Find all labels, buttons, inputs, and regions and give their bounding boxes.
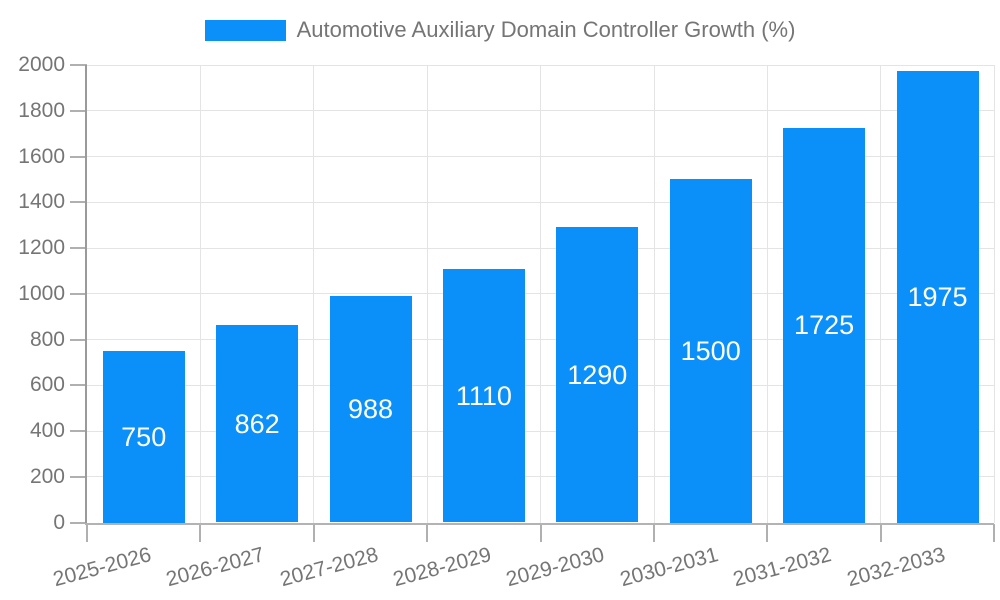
y-axis-tick [70, 521, 87, 524]
x-axis-tick [426, 523, 429, 542]
y-axis-tick [70, 384, 87, 387]
bar[interactable] [669, 179, 752, 523]
y-axis-tick [70, 338, 87, 341]
y-axis-tick-label: 600 [29, 373, 65, 397]
y-axis-tick-label: 1400 [18, 190, 65, 214]
x-axis-tick [199, 523, 202, 542]
bar-value-label: 1975 [907, 281, 968, 312]
bar-value-label: 750 [121, 421, 167, 452]
bar-value-label: 862 [234, 408, 280, 439]
bar[interactable] [783, 127, 866, 523]
legend-swatch[interactable] [204, 19, 286, 41]
gridline-v [993, 65, 995, 523]
y-axis-tick [70, 109, 87, 112]
y-axis-tick [70, 430, 87, 432]
x-axis-tick [312, 523, 315, 542]
y-axis-tick-label: 2000 [18, 53, 65, 76]
y-axis-tick [70, 247, 87, 249]
bar[interactable] [896, 70, 979, 523]
x-axis-tick [539, 523, 542, 542]
bar-value-label: 1725 [794, 310, 855, 341]
y-axis-line [85, 65, 87, 525]
bar-value-label: 1500 [680, 335, 741, 366]
bar[interactable] [442, 268, 525, 523]
y-axis-tick-label: 0 [53, 510, 65, 534]
x-axis-tick [993, 523, 996, 542]
gridline-v [313, 65, 315, 523]
y-axis-tick [70, 201, 87, 204]
bar[interactable] [329, 296, 412, 523]
y-axis-tick [70, 475, 87, 478]
bar-value-label: 1110 [455, 380, 512, 411]
y-axis-tick [70, 292, 87, 295]
x-axis-tick [879, 523, 882, 542]
gridline-v [880, 65, 882, 523]
x-axis-line [85, 522, 995, 525]
x-axis-tick [653, 523, 655, 542]
y-axis-tick-label: 200 [29, 464, 65, 488]
bar[interactable] [216, 325, 299, 523]
y-axis-tick-label: 800 [29, 327, 65, 351]
y-axis-tick [70, 64, 87, 66]
y-axis-tick-label: 1000 [18, 281, 65, 305]
legend-label[interactable]: Automotive Auxiliary Domain Controller G… [296, 17, 796, 42]
y-axis-tick-label: 1600 [18, 144, 65, 168]
x-axis-tick [86, 523, 88, 542]
bar-value-label: 988 [347, 394, 394, 425]
bar-value-label: 1290 [567, 359, 628, 390]
gridline-v [199, 65, 201, 523]
gridline-v [766, 65, 768, 523]
x-axis-tick [766, 523, 769, 542]
y-axis-tick-label: 1800 [18, 98, 65, 122]
bar[interactable] [102, 350, 185, 523]
bar[interactable] [556, 227, 639, 523]
gridline-v [426, 65, 428, 523]
y-axis-tick-label: 1200 [18, 236, 65, 259]
legend[interactable]: Automotive Auxiliary Domain Controller G… [0, 17, 1000, 43]
gridline-v [653, 65, 655, 523]
gridline-v [540, 65, 542, 523]
y-axis-tick-label: 400 [29, 419, 65, 442]
y-axis-tick [70, 155, 87, 158]
